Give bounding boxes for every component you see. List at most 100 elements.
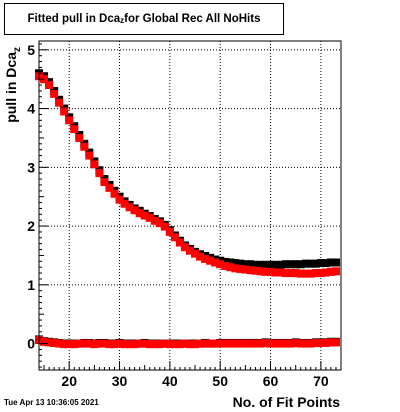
data-point-s1 [316,269,325,278]
chart-title: Fitted pull in Dca z for Global Rec All N… [4,3,284,35]
data-point-s3 [180,339,189,348]
data-point-s0 [316,259,325,268]
data-point-s3 [256,339,265,348]
data-point-s3 [120,340,129,349]
data-point-s1 [256,267,265,276]
data-point-s0 [321,259,330,268]
data-point-s1 [70,125,79,134]
data-point-s0 [281,260,290,269]
data-point-s1 [291,269,300,278]
data-point-s3 [191,340,200,349]
data-point-s1 [150,216,159,225]
data-point-s1 [95,169,104,178]
data-point-s1 [120,199,129,208]
data-point-s3 [130,340,139,349]
data-point-s1 [296,269,305,278]
data-point-s1 [321,268,330,277]
data-point-s1 [180,243,189,252]
data-point-s1 [85,151,94,160]
data-point-s3 [226,339,235,348]
data-point-s3 [80,339,89,348]
data-point-s3 [100,339,109,348]
data-point-s3 [90,340,99,349]
data-point-s1 [60,107,69,116]
data-point-s0 [331,258,340,267]
data-point-s1 [65,116,74,125]
data-point-s1 [175,238,184,247]
timestamp: Tue Apr 13 10:36:05 2021 [4,398,99,407]
data-point-s1 [191,249,200,258]
data-point-s3 [145,340,154,349]
data-point-s1 [251,266,260,275]
data-point-s3 [60,340,69,349]
data-point-s1 [226,263,235,272]
data-point-s3 [50,338,59,347]
data-point-s3 [231,339,240,348]
data-point-s3 [291,338,300,347]
data-point-s3 [70,340,79,349]
axes: 20 30 40 50 60 70 0 1 2 3 4 5 [27,40,342,389]
x-tick-label: 60 [263,373,279,389]
data-point-s0 [246,260,255,269]
data-point-s1 [186,246,194,255]
data-point-s0 [286,260,295,269]
data-point-s0 [241,260,250,269]
plot-frame [38,40,342,371]
data-point-s3 [326,338,335,347]
data-point-s0 [311,259,320,268]
data-point-s0 [296,260,305,269]
x-tick-label: 70 [313,373,329,389]
y-tick-label: 4 [27,101,35,117]
chart-title-suffix: for Global Rec All NoHits [124,13,261,25]
data-point-s1 [201,254,210,263]
data-point-s1 [75,133,84,142]
data-point-s1 [115,195,124,204]
y-tick-label: 0 [27,336,35,352]
data-point-s3 [206,339,215,348]
data-point-s1 [326,267,335,276]
data-point-s0 [226,258,235,267]
data-point-s1 [135,209,144,218]
y-tick-label: 2 [27,218,35,234]
data-point-s3 [296,339,305,348]
data-point-s1 [206,256,215,265]
data-point-s1 [276,268,285,277]
data-point-s1 [155,219,164,228]
data-point-s0 [231,259,240,268]
data-point-s1 [311,269,320,278]
data-point-s3 [150,340,159,349]
y-axis-label: pull in Dcaz [3,35,23,135]
x-tick-label: 50 [212,373,228,389]
data-point-s1 [236,264,245,273]
data-point-s3 [196,339,205,348]
data-point-s1 [331,267,340,276]
data-point-s3 [140,339,149,348]
data-point-s3 [115,339,124,348]
data-point-s3 [306,339,315,348]
data-point-s0 [236,259,245,268]
data-point-s3 [331,338,340,347]
data-point-s1 [266,267,275,276]
data-point-s1 [45,81,54,90]
y-axis-label-subscript: z [11,47,23,53]
data-point-s3 [170,340,179,349]
data-point-s1 [140,211,149,220]
data-point-s3 [211,339,220,348]
data-point-s1 [196,252,205,261]
data-point-s3 [155,340,164,349]
data-point-s0 [291,260,300,269]
data-point-s3 [201,339,210,348]
y-tick-label: 5 [27,42,35,58]
data-point-s1 [55,98,64,107]
data-point-s3 [221,339,230,348]
data-point-s3 [281,339,290,348]
x-tick-label: 40 [162,373,178,389]
data-point-s1 [165,227,174,236]
data-point-s3 [301,339,310,348]
data-point-s1 [261,267,270,276]
data-markers [35,69,340,349]
data-point-s1 [241,265,250,274]
data-point-s0 [301,259,310,268]
data-point-s1 [80,142,89,151]
grid-lines [39,41,341,370]
